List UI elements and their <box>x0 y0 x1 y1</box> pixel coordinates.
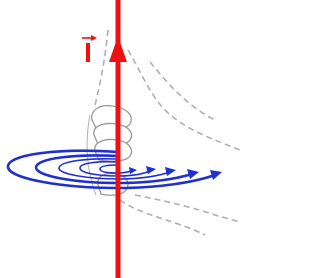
field-lines <box>8 151 222 188</box>
current-arrow <box>109 36 127 62</box>
page: I (() => { const data = JSON.parse(docum… <box>0 0 240 278</box>
right-hand-rule-diagram: I <box>0 0 240 278</box>
current-symbol: I <box>84 37 92 68</box>
current-label: I <box>82 35 97 68</box>
